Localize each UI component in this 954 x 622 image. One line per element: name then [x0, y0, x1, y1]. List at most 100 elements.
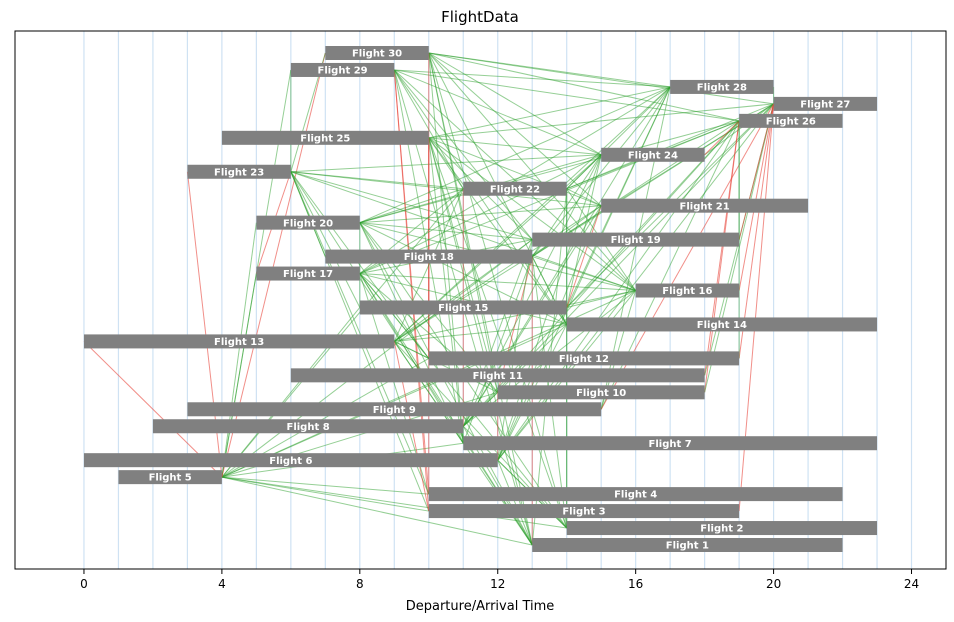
flight-bar	[256, 215, 360, 230]
connection-line	[428, 137, 602, 156]
flight-label: Flight 24	[628, 150, 678, 161]
connection-line	[393, 86, 671, 342]
flight-bar	[118, 470, 222, 485]
connection-line	[566, 154, 602, 190]
conflict-line	[704, 120, 740, 156]
flight-bar	[635, 283, 740, 298]
connection-line	[531, 188, 568, 546]
connection-line	[221, 476, 429, 512]
plot-frame	[14, 30, 947, 570]
connection-line	[394, 340, 429, 359]
connection-line	[566, 154, 602, 308]
flight-bar	[325, 249, 533, 264]
flight-bar	[187, 164, 291, 179]
conflict-line	[738, 103, 775, 291]
connection-line	[221, 476, 533, 546]
x-tick-label: 8	[356, 577, 364, 591]
flight-bar	[463, 181, 567, 196]
flight-label: Flight 23	[214, 167, 264, 178]
conflict-line	[738, 103, 775, 359]
flight-bar	[566, 521, 878, 536]
connection-line	[394, 290, 636, 342]
flight-bar	[256, 266, 360, 281]
flight-label: Flight 21	[680, 201, 730, 212]
x-axis-label: Departure/Arrival Time	[406, 599, 555, 614]
conflict-line	[704, 120, 740, 393]
x-tick-label: 16	[628, 577, 643, 591]
flight-label: Flight 28	[697, 83, 747, 94]
flight-bar	[428, 351, 740, 366]
flight-bar	[152, 419, 464, 434]
flight-bar	[463, 436, 878, 451]
connection-line	[221, 476, 567, 529]
connection-line	[566, 290, 636, 308]
flight-bar	[325, 46, 429, 60]
flight-label: Flight 11	[473, 371, 523, 382]
connection-line	[359, 120, 740, 224]
connection-line	[497, 459, 533, 546]
x-ticks-layer: 0 4 8 12 16 20 24	[80, 569, 919, 591]
flight-label: Flight 30	[352, 49, 402, 60]
x-tick-label: 20	[766, 577, 781, 591]
connection-line	[290, 171, 361, 308]
flight-label: Flight 15	[438, 303, 488, 314]
connection-line	[428, 52, 602, 156]
connection-line	[428, 52, 533, 546]
flight-label: Flight 25	[300, 133, 350, 144]
flight-bar	[83, 453, 498, 468]
connection-line	[497, 239, 533, 461]
connection-line	[428, 103, 774, 139]
connection-line	[359, 120, 740, 275]
x-tick-label: 4	[218, 577, 226, 591]
connection-line	[359, 188, 464, 224]
flight-label: Flight 13	[214, 337, 264, 348]
flight-bar	[532, 538, 843, 552]
flight-label: Flight 16	[662, 286, 712, 297]
connection-line	[359, 273, 636, 292]
flight-label: Flight 12	[559, 354, 609, 365]
x-tick-label: 24	[904, 577, 919, 591]
flight-label: Flight 27	[800, 99, 850, 110]
flight-label: Flight 18	[404, 252, 454, 263]
connection-line	[394, 323, 567, 342]
flight-label: Flight 10	[576, 388, 626, 399]
flight-bar	[739, 113, 843, 128]
flight-label: Flight 29	[317, 66, 367, 77]
flight-label: Flight 7	[649, 439, 692, 450]
flight-label: Flight 9	[373, 405, 416, 416]
flight-bar	[601, 147, 705, 162]
flight-bar	[532, 232, 740, 247]
connection-line	[497, 103, 774, 461]
flight-label: Flight 19	[611, 235, 661, 246]
connection-line	[393, 69, 568, 325]
flight-bar	[497, 385, 705, 400]
chart-title: FlightData	[441, 8, 519, 26]
flight-label: Flight 22	[490, 184, 540, 195]
flight-label: Flight 20	[283, 218, 333, 229]
flight-label: Flight 26	[766, 116, 816, 127]
flight-label: Flight 5	[149, 473, 192, 484]
connection-line	[359, 86, 671, 224]
connection-line	[428, 52, 774, 105]
connection-line	[428, 86, 671, 139]
flight-bar	[221, 130, 429, 145]
flight-bar	[187, 402, 602, 417]
x-tick-label: 12	[490, 577, 505, 591]
bars-layer: Flight 1 Flight 2 Flight 3 Flight 4 Flight 5…	[83, 46, 878, 552]
connection-line	[290, 171, 602, 207]
flight-bar	[670, 79, 774, 94]
x-tick-label: 0	[80, 577, 88, 591]
flight-label: Flight 8	[286, 422, 329, 433]
connection-line	[221, 222, 257, 478]
flight-label: Flight 17	[283, 269, 333, 280]
flight-bar	[773, 96, 878, 111]
flight-label: Flight 14	[697, 320, 747, 331]
flight-label: Flight 6	[269, 456, 312, 467]
connection-line	[462, 239, 533, 427]
connection-line	[428, 137, 464, 444]
flight-label: Flight 3	[562, 507, 605, 518]
connection-line	[221, 239, 533, 478]
connection-line	[221, 476, 429, 495]
flight-bar	[566, 317, 878, 332]
